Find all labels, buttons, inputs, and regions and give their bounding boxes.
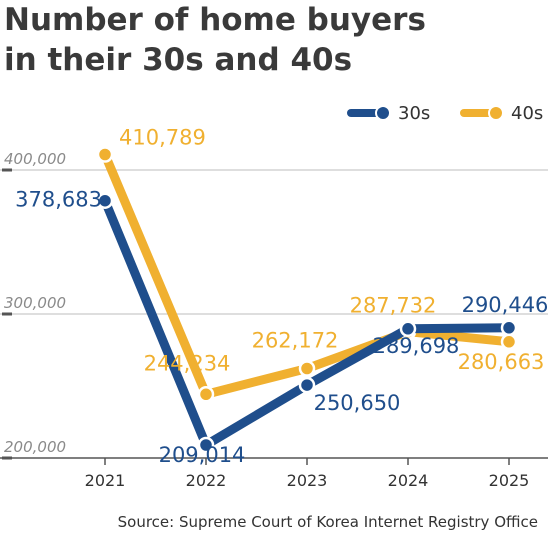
data-label-30s-2022: 209,014 xyxy=(159,443,246,467)
legend-item-40s: 40s xyxy=(460,103,543,124)
point-30s-2024 xyxy=(399,320,417,338)
data-label-30s-2023: 250,650 xyxy=(314,391,401,415)
xtick-label-2025: 2025 xyxy=(489,471,530,490)
point-40s-2022 xyxy=(197,386,215,403)
data-label-40s-2024: 287,732 xyxy=(350,294,437,318)
data-label-40s-2023: 262,172 xyxy=(252,328,339,352)
xtick-label-2024: 2024 xyxy=(388,471,429,490)
legend-label-40s: 40s xyxy=(511,103,543,124)
data-label-30s-2024: 289,698 xyxy=(373,334,460,358)
point-30s-2025 xyxy=(500,319,518,337)
legend-item-30s: 30s xyxy=(347,103,430,124)
legend: 30s 40s xyxy=(347,103,543,124)
ytick-label-200,000: 200,000 xyxy=(4,438,66,456)
data-label-30s-2021: 378,683 xyxy=(15,188,102,212)
xtick-label-2023: 2023 xyxy=(287,471,328,490)
x-axis: 2021 2022 2023 2024 2025 xyxy=(0,457,548,490)
point-40s-2025 xyxy=(500,333,518,351)
series-line-30s xyxy=(100,196,514,450)
data-label-40s-2025: 280,663 xyxy=(458,350,545,374)
point-40s-2023 xyxy=(298,360,316,377)
chart-title-line-1: Number of home buyers xyxy=(4,2,426,38)
point-30s-2021 xyxy=(96,192,114,209)
xtick-label-2022: 2022 xyxy=(186,471,227,490)
legend-marker-40s xyxy=(488,105,504,121)
data-label-40s-2021: 410,789 xyxy=(119,125,206,149)
legend-marker-30s xyxy=(375,105,391,121)
point-30s-2022 xyxy=(197,436,215,454)
series xyxy=(96,146,518,454)
xtick-label-2021: 2021 xyxy=(85,471,126,490)
legend-label-30s: 30s xyxy=(398,103,430,124)
point-30s-2023 xyxy=(298,376,316,394)
chart-title-line-2: in their 30s and 40s xyxy=(4,42,352,78)
source-note: Source: Supreme Court of Korea Internet … xyxy=(118,513,538,531)
ytick-label-400,000: 400,000 xyxy=(4,150,66,168)
data-label-40s-2022: 244,234 xyxy=(144,351,231,375)
data-label-30s-2025: 290,446 xyxy=(462,293,549,317)
ytick-label-300,000: 300,000 xyxy=(4,294,66,312)
point-40s-2021 xyxy=(96,146,114,163)
grid: 200,000 300,000 400,000 xyxy=(0,150,548,460)
